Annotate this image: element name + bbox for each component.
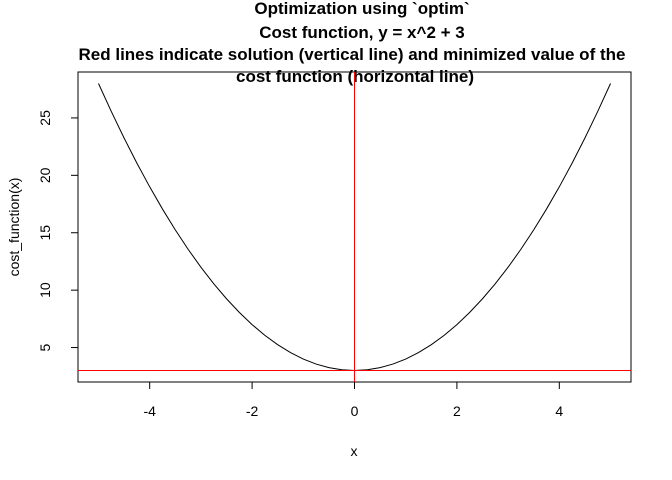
y-tick-label: 5 xyxy=(37,343,53,351)
y-tick-label: 15 xyxy=(37,225,53,241)
x-axis-label: x xyxy=(351,443,358,459)
title-line-1: Optimization using `optim` xyxy=(254,0,469,18)
x-tick-label: -2 xyxy=(246,403,259,419)
y-axis: 5 10 15 20 25 xyxy=(37,110,79,351)
x-tick-label: 0 xyxy=(351,403,359,419)
x-tick-label: 2 xyxy=(453,403,461,419)
x-axis: -4 -2 0 2 4 xyxy=(143,381,563,419)
chart-title: Optimization using `optim` Cost function… xyxy=(79,0,626,86)
reference-lines xyxy=(78,72,631,382)
title-line-2: Cost function, y = x^2 + 3 xyxy=(259,23,464,42)
y-tick-label: 20 xyxy=(37,167,53,183)
x-tick-label: 4 xyxy=(555,403,563,419)
x-tick-label: -4 xyxy=(143,403,156,419)
y-tick-label: 10 xyxy=(37,282,53,298)
y-tick-label: 25 xyxy=(37,110,53,126)
title-line-3: Red lines indicate solution (vertical li… xyxy=(79,45,626,64)
y-axis-label: cost_function(x) xyxy=(6,178,22,277)
